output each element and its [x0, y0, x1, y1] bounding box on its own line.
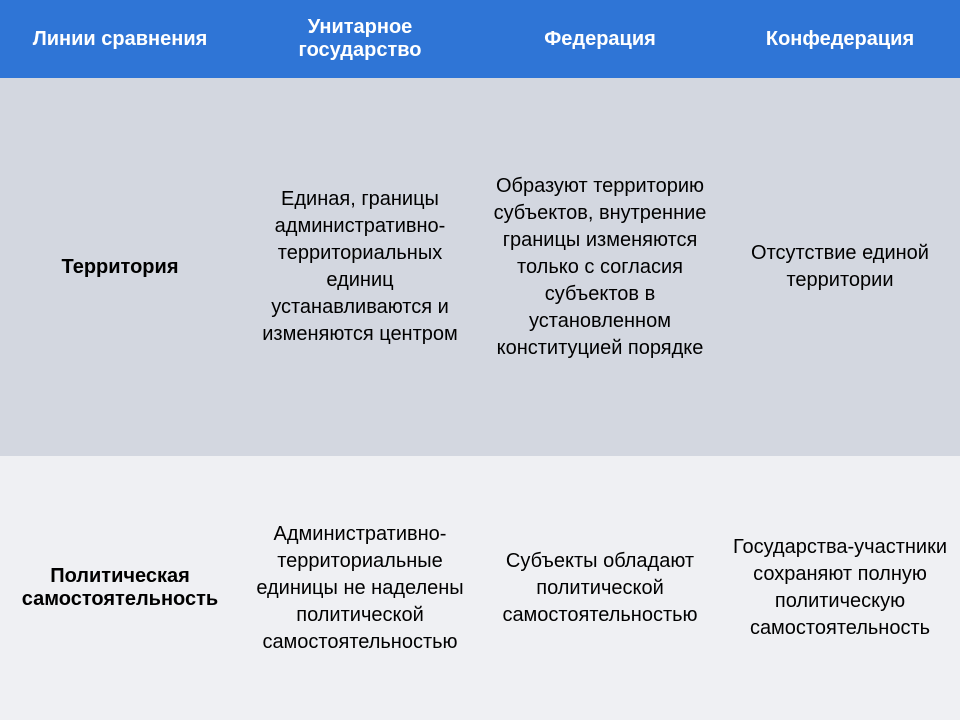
row-label-political: Политическая самостоятельность [0, 456, 240, 720]
cell-territory-confederation: Отсутствие единой территории [720, 78, 960, 456]
cell-political-federation: Субъекты обладают политической самостоят… [480, 456, 720, 720]
cell-territory-unitary: Единая, границы административно-территор… [240, 78, 480, 456]
col-header-1: Унитарное государство [240, 0, 480, 78]
table-header-row: Линии сравнения Унитарное государство Фе… [0, 0, 960, 78]
row-label-territory: Территория [0, 78, 240, 456]
comparison-table: Линии сравнения Унитарное государство Фе… [0, 0, 960, 720]
col-header-0: Линии сравнения [0, 0, 240, 78]
col-header-3: Конфедерация [720, 0, 960, 78]
cell-political-unitary: Административно-территориальные единицы … [240, 456, 480, 720]
cell-territory-federation: Образуют территорию субъектов, внутренни… [480, 78, 720, 456]
cell-political-confederation: Государства-участники сохраняют полную п… [720, 456, 960, 720]
table-row: Политическая самостоятельность Администр… [0, 456, 960, 720]
table-row: Территория Единая, границы административ… [0, 78, 960, 456]
col-header-2: Федерация [480, 0, 720, 78]
